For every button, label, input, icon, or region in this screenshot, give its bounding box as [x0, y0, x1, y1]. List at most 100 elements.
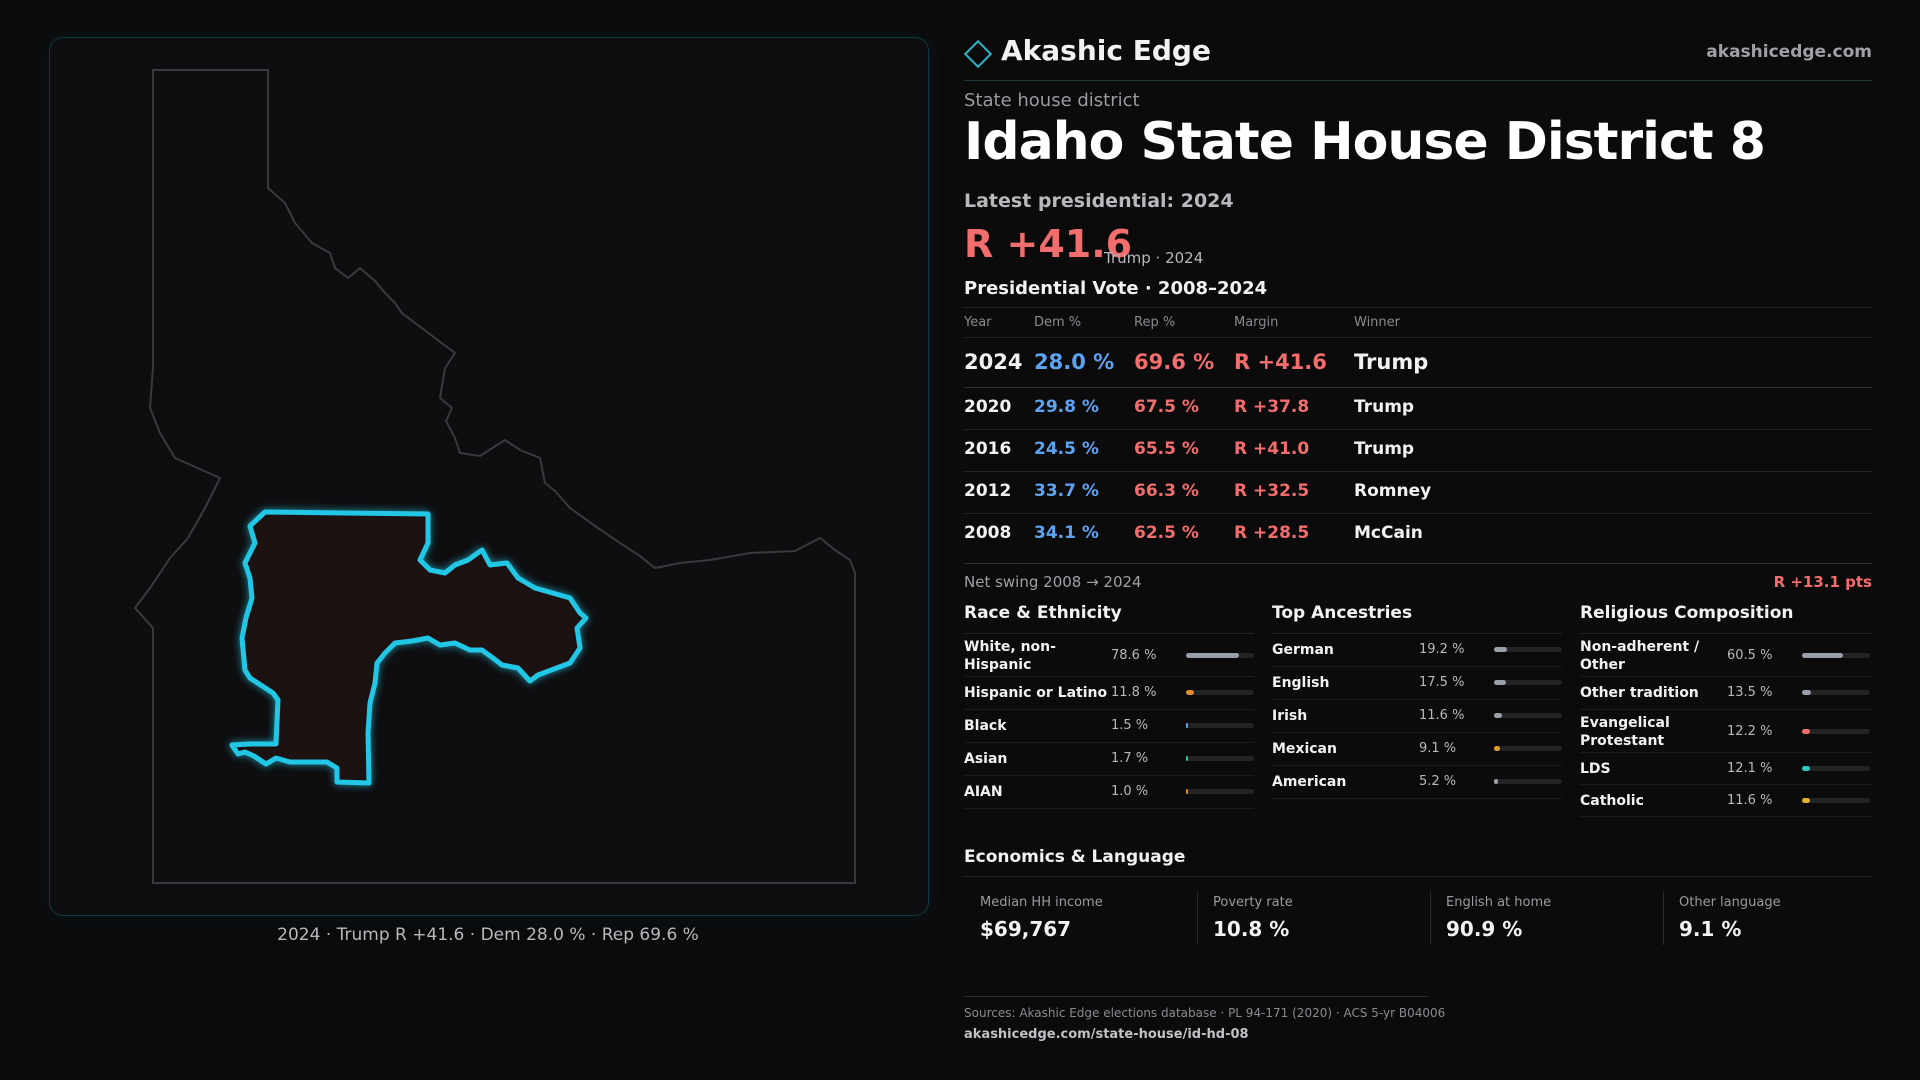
- divider: [964, 387, 1872, 388]
- stat-poverty-rate: Poverty rate 10.8 %: [1197, 891, 1417, 945]
- stat-value: $69,767: [980, 917, 1072, 941]
- divider: [964, 429, 1872, 430]
- item-bar-fill: [1494, 713, 1502, 718]
- header-dem: Dem %: [1034, 315, 1082, 330]
- item-bar: [1802, 653, 1870, 658]
- row-winner: McCain: [1354, 523, 1423, 543]
- row-year: 2008: [964, 523, 1012, 543]
- item-bar-fill: [1802, 798, 1810, 803]
- row-rep: 69.6 %: [1134, 350, 1215, 374]
- item-value: 11.6 %: [1727, 793, 1773, 808]
- item-value: 13.5 %: [1727, 685, 1773, 700]
- map-panel: [49, 37, 929, 916]
- divider: [1430, 891, 1431, 945]
- item-value: 19.2 %: [1419, 642, 1465, 657]
- table-row: 2024 28.0 % 69.6 % R +41.6 Trump: [964, 347, 1872, 387]
- item-value: 11.6 %: [1419, 708, 1465, 723]
- brand-url-link[interactable]: akashicedge.com: [1706, 42, 1872, 62]
- item-value: 12.1 %: [1727, 761, 1773, 776]
- stat-value: 10.8 %: [1213, 917, 1290, 941]
- list-item: White, non-Hispanic 78.6 %: [964, 634, 1254, 677]
- row-year: 2016: [964, 439, 1012, 459]
- item-bar: [1494, 713, 1562, 718]
- page-title: Idaho State House District 8: [964, 112, 1766, 172]
- row-winner: Trump: [1354, 350, 1429, 374]
- item-bar: [1802, 729, 1870, 734]
- results-table-title: Presidential Vote · 2008–2024: [964, 278, 1268, 299]
- item-value: 1.0 %: [1111, 784, 1149, 799]
- item-bar-fill: [1802, 653, 1844, 658]
- row-winner: Trump: [1354, 439, 1415, 459]
- list-item: Other tradition 13.5 %: [1580, 677, 1872, 710]
- stat-value: 9.1 %: [1679, 917, 1742, 941]
- item-bar-fill: [1186, 789, 1188, 794]
- item-label: German: [1272, 642, 1334, 658]
- header-rep: Rep %: [1134, 315, 1176, 330]
- economics-title: Economics & Language: [964, 847, 1186, 867]
- item-value: 17.5 %: [1419, 675, 1465, 690]
- row-year: 2024: [964, 350, 1023, 374]
- divider: [964, 996, 1428, 997]
- divider: [964, 337, 1872, 338]
- map-caption: 2024 · Trump R +41.6 · Dem 28.0 % · Rep …: [277, 925, 699, 945]
- swing-label: Net swing 2008 → 2024: [964, 573, 1142, 591]
- sources-text: Sources: Akashic Edge elections database…: [964, 1006, 1446, 1020]
- item-bar: [1802, 690, 1870, 695]
- diamond-logo-icon: [963, 39, 993, 69]
- row-rep: 62.5 %: [1134, 523, 1199, 543]
- header-winner: Winner: [1354, 315, 1401, 330]
- item-bar-fill: [1802, 690, 1812, 695]
- table-row: 2016 24.5 % 65.5 % R +41.0 Trump: [964, 439, 1872, 471]
- district-type: State house district: [964, 90, 1140, 111]
- item-label: LDS: [1580, 761, 1611, 777]
- item-bar-fill: [1494, 647, 1508, 652]
- stat-value: 90.9 %: [1446, 917, 1523, 941]
- item-label: Catholic: [1580, 793, 1644, 809]
- list-item: Mexican 9.1 %: [1272, 733, 1562, 766]
- list-item: Black 1.5 %: [964, 710, 1254, 743]
- brand-bar: Akashic Edge akashicedge.com: [963, 30, 1872, 81]
- divider: [964, 876, 1872, 877]
- item-value: 78.6 %: [1111, 648, 1157, 663]
- item-bar: [1802, 766, 1870, 771]
- row-winner: Trump: [1354, 397, 1415, 417]
- row-year: 2020: [964, 397, 1012, 417]
- district-8-shape: [229, 509, 589, 786]
- item-bar: [1494, 746, 1562, 751]
- list-item: Evangelical Protestant 12.2 %: [1580, 710, 1872, 753]
- brand-name: Akashic Edge: [1001, 34, 1211, 67]
- item-bar: [1494, 779, 1562, 784]
- table-row: 2020 29.8 % 67.5 % R +37.8 Trump: [964, 397, 1872, 429]
- item-bar: [1186, 723, 1254, 728]
- item-bar: [1802, 798, 1870, 803]
- item-label: Evangelical Protestant: [1580, 715, 1670, 749]
- item-bar-fill: [1802, 766, 1811, 771]
- source-url-link[interactable]: akashicedge.com/state-house/id-hd-08: [964, 1027, 1249, 1042]
- item-label: Irish: [1272, 708, 1308, 724]
- table-row: 2008 34.1 % 62.5 % R +28.5 McCain: [964, 523, 1872, 555]
- item-value: 11.8 %: [1111, 685, 1157, 700]
- item-label: English: [1272, 675, 1330, 691]
- row-margin: R +28.5: [1234, 523, 1310, 543]
- item-label: Mexican: [1272, 741, 1337, 757]
- item-bar: [1186, 789, 1254, 794]
- stat-english-at-home: English at home 90.9 %: [1430, 891, 1650, 945]
- item-bar: [1494, 680, 1562, 685]
- row-winner: Romney: [1354, 481, 1432, 501]
- item-label: Non-adherent / Other: [1580, 639, 1700, 673]
- list-item: Hispanic or Latino 11.8 %: [964, 677, 1254, 710]
- row-rep: 66.3 %: [1134, 481, 1199, 501]
- race-ethnicity-section: Race & Ethnicity White, non-Hispanic 78.…: [964, 603, 1254, 809]
- item-bar-fill: [1186, 690, 1195, 695]
- item-bar: [1494, 647, 1562, 652]
- header-year: Year: [964, 315, 992, 330]
- list-item: American 5.2 %: [1272, 766, 1562, 799]
- row-rep: 67.5 %: [1134, 397, 1199, 417]
- item-label: White, non-Hispanic: [964, 639, 1056, 673]
- divider: [1197, 891, 1198, 945]
- stat-label: Median HH income: [980, 895, 1103, 910]
- list-item: Irish 11.6 %: [1272, 700, 1562, 733]
- item-bar-fill: [1186, 723, 1188, 728]
- item-bar: [1186, 690, 1254, 695]
- divider: [1663, 891, 1664, 945]
